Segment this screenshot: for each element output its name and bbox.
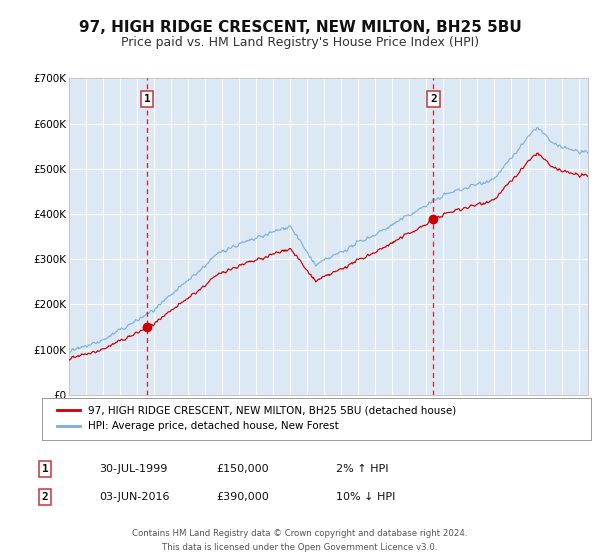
Text: Contains HM Land Registry data © Crown copyright and database right 2024.: Contains HM Land Registry data © Crown c… [132, 529, 468, 538]
Text: 03-JUN-2016: 03-JUN-2016 [99, 492, 170, 502]
Text: 10% ↓ HPI: 10% ↓ HPI [336, 492, 395, 502]
Text: 30-JUL-1999: 30-JUL-1999 [99, 464, 167, 474]
Text: 97, HIGH RIDGE CRESCENT, NEW MILTON, BH25 5BU: 97, HIGH RIDGE CRESCENT, NEW MILTON, BH2… [79, 20, 521, 35]
Text: £150,000: £150,000 [216, 464, 269, 474]
Text: 2: 2 [430, 94, 437, 104]
Text: 1: 1 [41, 464, 49, 474]
Legend: 97, HIGH RIDGE CRESCENT, NEW MILTON, BH25 5BU (detached house), HPI: Average pri: 97, HIGH RIDGE CRESCENT, NEW MILTON, BH2… [53, 402, 461, 436]
Text: This data is licensed under the Open Government Licence v3.0.: This data is licensed under the Open Gov… [163, 543, 437, 552]
Text: Price paid vs. HM Land Registry's House Price Index (HPI): Price paid vs. HM Land Registry's House … [121, 36, 479, 49]
Text: 2: 2 [41, 492, 49, 502]
Text: £390,000: £390,000 [216, 492, 269, 502]
Text: 2% ↑ HPI: 2% ↑ HPI [336, 464, 389, 474]
Text: 1: 1 [143, 94, 151, 104]
